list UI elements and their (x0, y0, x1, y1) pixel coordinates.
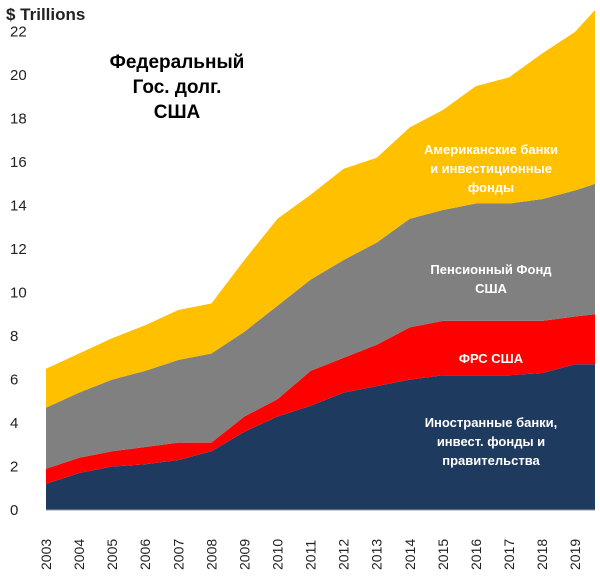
chart-title-line: США (154, 102, 201, 123)
series-label: инвест. фонды и (437, 434, 545, 449)
x-tick-label: 2016 (468, 539, 484, 570)
y-tick-label: 22 (10, 24, 27, 41)
series-label: Иностранные банки, (425, 415, 558, 430)
series-area-2 (46, 314, 595, 484)
series-label: США (475, 281, 507, 296)
x-tick-label: 2012 (336, 539, 352, 570)
x-tick-label: 2009 (236, 539, 252, 570)
x-tick-label: 2006 (137, 539, 153, 570)
series-label: фонды (468, 180, 514, 195)
series-label: Пенсионный Фонд (430, 262, 552, 277)
series-label: Американские банки (424, 142, 558, 157)
y-axis-unit-label: $ Trillions (6, 5, 85, 24)
y-tick-label: 18 (10, 111, 27, 128)
x-tick-label: 2014 (402, 539, 418, 570)
series-area-3 (46, 183, 595, 469)
y-tick-label: 12 (10, 241, 27, 258)
y-tick-label: 2 (10, 459, 18, 476)
x-tick-label: 2017 (501, 539, 517, 570)
series-label: правительства (442, 453, 540, 468)
y-tick-label: 20 (10, 67, 27, 84)
series-labels: Иностранные банки, инвест. фонды и правите… (424, 142, 558, 468)
y-tick-label: 4 (10, 415, 18, 432)
y-tick-label: 14 (10, 198, 27, 215)
x-tick-label: 2005 (104, 539, 120, 570)
y-tick-label: 10 (10, 285, 27, 302)
y-axis-ticks: 0 2 4 6 8 10 12 14 16 18 20 22 (10, 24, 27, 519)
x-tick-label: 2010 (270, 539, 286, 570)
x-tick-label: 2011 (303, 540, 319, 570)
chart-title: Федеральный Гос. долг. США (110, 52, 245, 123)
x-tick-label: 2013 (369, 539, 385, 570)
x-tick-label: 2019 (567, 539, 583, 570)
stacked-areas (46, 10, 595, 510)
y-tick-label: 8 (10, 328, 18, 345)
x-tick-label: 2007 (170, 539, 186, 570)
chart-title-line: Федеральный (110, 52, 245, 73)
chart-title-line: Гос. долг. (133, 77, 222, 98)
x-tick-label: 2008 (203, 539, 219, 570)
x-tick-label: 2015 (435, 539, 451, 570)
series-label: и инвестиционные (430, 161, 552, 176)
x-axis-ticks: 2003 2004 2005 2006 2007 2008 2009 2010 2011 2012… (38, 539, 583, 570)
y-tick-label: 6 (10, 372, 18, 389)
y-tick-label: 0 (10, 502, 18, 519)
x-tick-label: 2003 (38, 539, 54, 570)
y-tick-label: 16 (10, 154, 27, 171)
series-area-1 (46, 364, 595, 510)
series-area-4 (46, 10, 595, 408)
series-label: ФРС США (459, 351, 524, 366)
x-tick-label: 2018 (534, 539, 550, 570)
x-tick-label: 2004 (71, 539, 87, 570)
